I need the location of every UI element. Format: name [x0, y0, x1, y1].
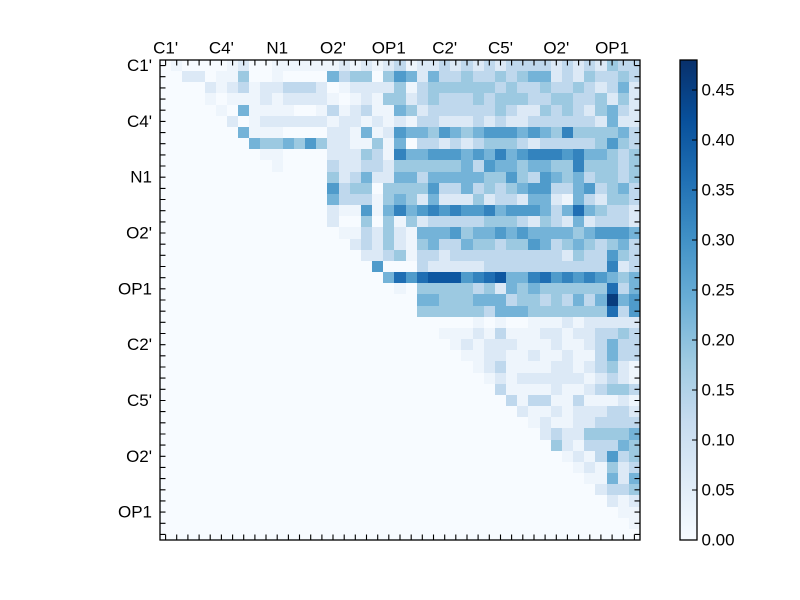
svg-text:O2': O2' — [543, 39, 569, 58]
svg-text:C1': C1' — [153, 39, 178, 58]
svg-text:C5': C5' — [488, 39, 513, 58]
svg-text:C5': C5' — [127, 391, 152, 410]
svg-text:C1': C1' — [127, 56, 152, 75]
svg-text:0.40: 0.40 — [702, 131, 735, 150]
svg-text:OP1: OP1 — [118, 279, 152, 298]
svg-text:OP1: OP1 — [595, 39, 629, 58]
svg-text:0.25: 0.25 — [702, 281, 735, 300]
svg-text:OP1: OP1 — [118, 503, 152, 522]
svg-text:0.05: 0.05 — [702, 481, 735, 500]
svg-text:0.20: 0.20 — [702, 331, 735, 350]
svg-text:O2': O2' — [126, 447, 152, 466]
svg-text:O2': O2' — [126, 224, 152, 243]
svg-text:0.45: 0.45 — [702, 81, 735, 100]
svg-text:N1: N1 — [266, 39, 288, 58]
svg-text:0.35: 0.35 — [702, 181, 735, 200]
svg-text:O2': O2' — [320, 39, 346, 58]
svg-text:OP1: OP1 — [372, 39, 406, 58]
svg-text:C4': C4' — [127, 112, 152, 131]
svg-text:0.30: 0.30 — [702, 231, 735, 250]
svg-text:0.00: 0.00 — [702, 531, 735, 550]
svg-text:C2': C2' — [432, 39, 457, 58]
svg-text:0.10: 0.10 — [702, 431, 735, 450]
svg-text:0.15: 0.15 — [702, 381, 735, 400]
svg-text:C4': C4' — [209, 39, 234, 58]
svg-text:N1: N1 — [130, 168, 152, 187]
svg-text:C2': C2' — [127, 335, 152, 354]
